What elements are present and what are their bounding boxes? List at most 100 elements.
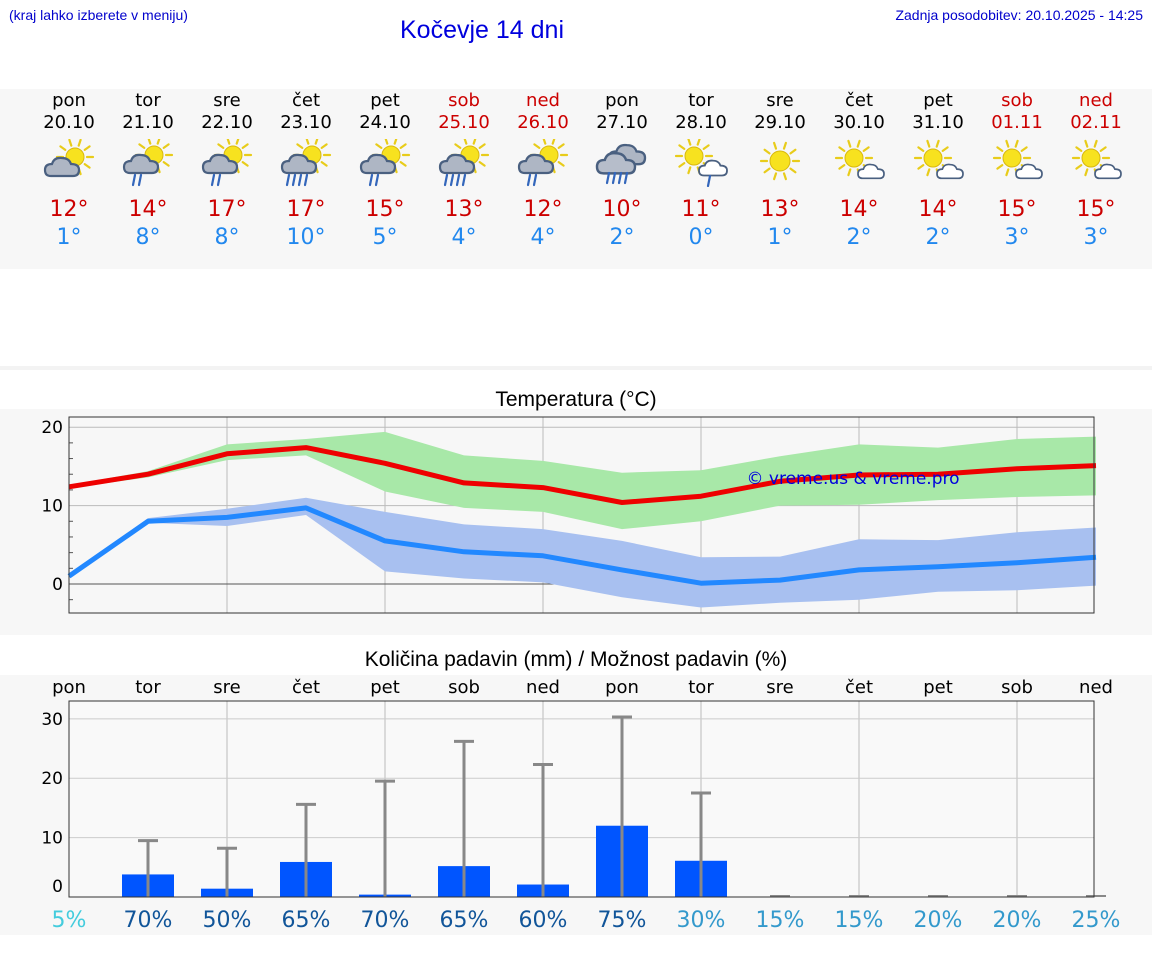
day-label: pon — [605, 677, 639, 698]
probability-label: 15% — [756, 908, 805, 933]
day-label: sob — [448, 677, 480, 698]
forecast-strip: pon 20.10 12° 1° tor 21.10 14° 8° sre 22.10 17°… — [0, 89, 1152, 269]
y-tick-label: 10 — [41, 497, 63, 517]
day-name: tor — [135, 90, 161, 111]
max-temp: 14° — [128, 197, 168, 222]
day-column: pet 24.10 15° 5° — [346, 89, 424, 252]
probability-label: 70% — [361, 908, 410, 933]
plot-area — [69, 701, 1094, 897]
plot-frame — [68, 700, 1095, 898]
y-tick-label: 0 — [52, 575, 63, 595]
probability-label: 70% — [124, 908, 173, 933]
day-name: sre — [213, 90, 241, 111]
day-name: čet — [291, 90, 321, 111]
probability-label: 75% — [598, 908, 647, 933]
chart-watermark: © vreme.us & vreme.pro — [746, 469, 959, 489]
menu-hint[interactable]: (kraj lahko izberete v meniju) — [9, 7, 188, 23]
plot-frame — [68, 416, 1095, 614]
temperature-chart: 0 10 20 © vreme.us & vreme.pro — [41, 416, 1097, 614]
min-temp: 2° — [609, 225, 635, 250]
day-column: pet 31.10 14° 2° — [899, 89, 977, 252]
min-temp: 4° — [530, 225, 556, 250]
day-label: sre — [213, 677, 240, 698]
divider — [0, 366, 1152, 370]
min-temp: 10° — [286, 225, 326, 250]
day-label: tor — [135, 677, 161, 698]
max-temp: 14° — [918, 197, 958, 222]
max-temp: 12° — [523, 197, 563, 222]
day-date: 22.10 — [201, 112, 253, 133]
cloudy-heavy-rain-icon — [583, 139, 661, 187]
min-temperature-line — [67, 505, 1097, 586]
day-column: tor 21.10 14° 8° — [109, 89, 187, 252]
min-temp: 8° — [135, 225, 161, 250]
day-date: 20.10 — [43, 112, 95, 133]
day-name: sre — [766, 90, 794, 111]
day-column: čet 30.10 14° 2° — [820, 89, 898, 252]
day-name: ned — [526, 90, 560, 111]
min-temp: 5° — [372, 225, 398, 250]
max-temp: 15° — [365, 197, 405, 222]
day-column: ned 26.10 12° 4° — [504, 89, 582, 252]
day-name: pet — [370, 90, 400, 111]
y-tick-label: 20 — [41, 418, 63, 438]
probability-label: 20% — [914, 908, 963, 933]
day-date: 26.10 — [517, 112, 569, 133]
day-name: sob — [448, 90, 480, 111]
min-temp: 1° — [56, 225, 82, 250]
day-name: čet — [844, 90, 874, 111]
day-name: ned — [1079, 90, 1113, 111]
min-temp: 0° — [688, 225, 714, 250]
sunny-icon — [741, 139, 819, 187]
day-date: 24.10 — [359, 112, 411, 133]
day-column: tor 28.10 11° 0° — [662, 89, 740, 252]
day-label: pet — [370, 677, 400, 698]
mostly-sunny-icon — [1057, 139, 1135, 187]
min-temp: 8° — [214, 225, 240, 250]
last-update: Zadnja posodobitev: 20.10.2025 - 14:25 — [895, 7, 1143, 23]
min-temp: 3° — [1004, 225, 1030, 250]
day-date: 27.10 — [596, 112, 648, 133]
min-temp: 2° — [846, 225, 872, 250]
max-temp: 17° — [286, 197, 326, 222]
max-temp: 13° — [760, 197, 800, 222]
day-label: čet — [292, 677, 320, 698]
max-temp: 13° — [444, 197, 484, 222]
day-label: pet — [923, 677, 953, 698]
day-label: čet — [845, 677, 873, 698]
min-temp: 1° — [767, 225, 793, 250]
temperature-chart-title: Temperatura (°C) — [495, 388, 657, 411]
day-label: sob — [1001, 677, 1033, 698]
partly-cloudy-heavy-rain-icon — [425, 139, 503, 187]
partly-cloudy-rain-icon — [504, 139, 582, 187]
day-date: 02.11 — [1070, 112, 1122, 133]
day-label: ned — [1079, 677, 1113, 698]
partly-cloudy-icon — [30, 139, 108, 187]
day-label: pon — [52, 677, 86, 698]
day-date: 28.10 — [675, 112, 727, 133]
max-range-band — [69, 431, 1096, 530]
day-column: sre 29.10 13° 1° — [741, 89, 819, 252]
probability-label: 25% — [1072, 908, 1121, 933]
max-temp: 10° — [602, 197, 642, 222]
precipitation-chart: 0 10 20 30 pon tor sre čet pet sob ned pon tor sre čet… — [41, 677, 1121, 933]
day-column: sre 22.10 17° 8° — [188, 89, 266, 252]
min-temp: 2° — [925, 225, 951, 250]
min-temp: 3° — [1083, 225, 1109, 250]
partly-cloudy-rain-icon — [109, 139, 187, 187]
partly-cloudy-heavy-rain-icon — [267, 139, 345, 187]
day-name: pon — [52, 90, 86, 111]
max-temp: 17° — [207, 197, 247, 222]
day-date: 01.11 — [991, 112, 1043, 133]
day-date: 25.10 — [438, 112, 490, 133]
day-name: sob — [1001, 90, 1033, 111]
day-column: čet 23.10 17° 10° — [267, 89, 345, 252]
day-date: 31.10 — [912, 112, 964, 133]
probability-label: 5% — [52, 908, 87, 933]
y-tick-label: 30 — [41, 710, 63, 730]
max-temp: 14° — [839, 197, 879, 222]
min-temp: 4° — [451, 225, 477, 250]
day-date: 21.10 — [122, 112, 174, 133]
mostly-sunny-icon — [978, 139, 1056, 187]
max-temp: 15° — [997, 197, 1037, 222]
